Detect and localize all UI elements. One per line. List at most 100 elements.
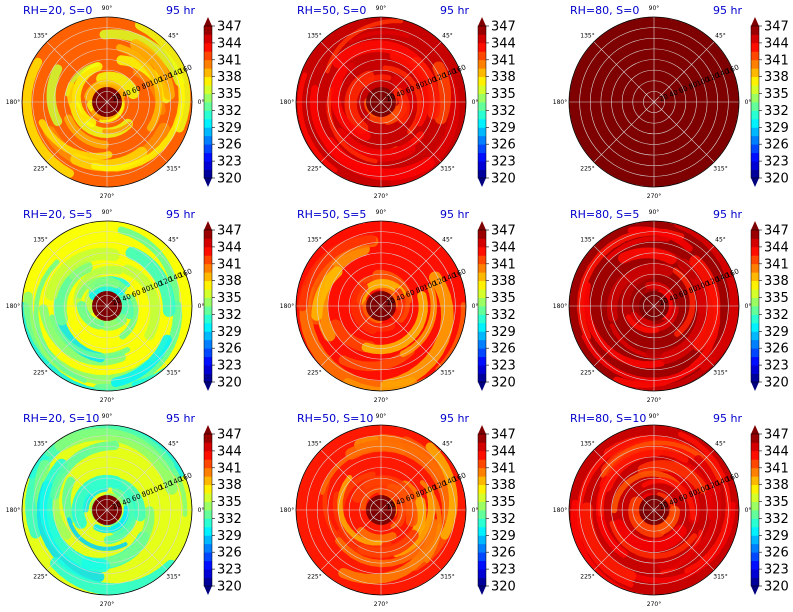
polar-plot: 90°45°0°315°270°225°180°135°204060801001… — [553, 413, 789, 608]
radius-tick-label: 60 — [678, 492, 689, 503]
panel-title-left: RH=50, S=0 — [297, 4, 367, 17]
theta-tick-label: 180° — [6, 507, 20, 514]
radius-tick-label: 20 — [111, 296, 122, 307]
theta-tick-label: 315° — [440, 166, 454, 173]
panel-title-right: 95 hr — [166, 208, 195, 221]
colorbar-tick-label: 320 — [764, 580, 789, 595]
panel-title-left: RH=20, S=10 — [23, 412, 100, 425]
colorbar-tick-label: 323 — [217, 563, 242, 578]
theta-tick-label: 45° — [442, 441, 453, 448]
theta-tick-label: 45° — [715, 33, 726, 40]
radius-tick-label: 20 — [385, 500, 396, 511]
theta-tick-label: 225° — [307, 166, 321, 173]
colorbar-tick-label: 338 — [491, 274, 516, 289]
panel-rh50-s0: RH=50, S=0 95 hr 90° 45° 0° 315° 270° 225° 180… — [274, 0, 538, 204]
colorbar-tick-label: 332 — [217, 104, 242, 119]
colorbar-tick-label: 341 — [764, 461, 789, 476]
panel-rh20-s5: RH=20, S=5 95 hr 90° 45° 0° 315° 270° 225° 180… — [0, 204, 264, 408]
colorbar-tick-label: 341 — [491, 53, 516, 68]
radius-tick-label: 40 — [395, 88, 406, 99]
colorbar-tick-label: 332 — [764, 308, 789, 323]
colorbar-tick-label: 329 — [764, 121, 789, 136]
colorbar-extend-max — [204, 221, 212, 230]
theta-tick-label: 315° — [166, 166, 180, 173]
polar-plot: 90°45°0°315°270°225°180°135°204060801001… — [553, 209, 789, 404]
theta-tick-label: 315° — [440, 574, 454, 581]
colorbar-tick-label: 332 — [764, 104, 789, 119]
polar-frame — [568, 220, 740, 392]
colorbar-tick-label: 329 — [217, 121, 242, 136]
theta-tick-label: 315° — [440, 370, 454, 377]
theta-tick-label: 45° — [168, 33, 179, 40]
colorbar-tick-label: 329 — [217, 529, 242, 544]
theta-tick-label: 180° — [280, 507, 294, 514]
colorbar-tick-label: 329 — [491, 325, 516, 340]
radius-tick-label: 40 — [668, 292, 679, 303]
radius-tick-label: 80 — [415, 284, 426, 295]
colorbar-tick-label: 332 — [491, 308, 516, 323]
colorbar-tick-label: 320 — [217, 580, 242, 595]
theta-tick-label: 225° — [33, 370, 47, 377]
polar-frame — [568, 16, 740, 188]
theta-tick-label: 135° — [307, 237, 321, 244]
colorbar-tick-label: 335 — [491, 495, 516, 510]
colorbar-extend-min — [478, 586, 486, 595]
colorbar-tick-label: 344 — [217, 444, 242, 459]
theta-tick-label: 270° — [100, 397, 114, 404]
theta-tick-label: 270° — [374, 397, 388, 404]
polar-frame — [21, 220, 193, 392]
colorbar-extend-max — [751, 425, 759, 434]
colorbar-tick-label: 329 — [764, 529, 789, 544]
colorbar-tick-label: 341 — [217, 257, 242, 272]
colorbar-tick-label: 323 — [491, 359, 516, 374]
radius-tick-label: 60 — [405, 84, 416, 95]
colorbar-tick-label: 320 — [491, 580, 516, 595]
theta-tick-label: 90° — [649, 209, 660, 216]
theta-tick-label: 0° — [198, 99, 205, 106]
theta-tick-label: 315° — [166, 370, 180, 377]
colorbar-tick-label: 344 — [217, 36, 242, 51]
colorbar-tick-label: 326 — [764, 138, 789, 153]
colorbar-extend-max — [204, 17, 212, 26]
colorbar-tick-label: 320 — [217, 376, 242, 391]
colorbar-tick-label: 332 — [764, 512, 789, 527]
colorbar-tick-label: 341 — [217, 461, 242, 476]
colorbar-extend-min — [751, 586, 759, 595]
theta-tick-label: 0° — [745, 99, 752, 106]
colorbar-tick-label: 347 — [491, 20, 516, 35]
colorbar-tick-label: 320 — [217, 172, 242, 187]
colorbar-tick-label: 347 — [764, 20, 789, 35]
panel-rh80-s0: RH=80, S=0 95 hr 90° 45° 0° 315° 270° 225° 180… — [547, 0, 793, 204]
theta-tick-label: 45° — [168, 441, 179, 448]
radius-tick-label: 80 — [415, 488, 426, 499]
colorbar-tick-label: 344 — [491, 36, 516, 51]
colorbar-tick-label: 347 — [764, 428, 789, 443]
colorbar-tick-label: 326 — [764, 342, 789, 357]
panel-title-left: RH=50, S=10 — [297, 412, 374, 425]
colorbar-tick-label: 326 — [764, 546, 789, 561]
theta-tick-label: 0° — [472, 99, 479, 106]
theta-tick-label: 225° — [33, 166, 47, 173]
radius-tick-label: 60 — [131, 288, 142, 299]
colorbar-tick-label: 347 — [217, 20, 242, 35]
theta-tick-label: 225° — [307, 370, 321, 377]
colorbar-extend-min — [478, 382, 486, 391]
radius-tick-label: 60 — [131, 84, 142, 95]
colorbar-extend-min — [751, 178, 759, 187]
panel-title-right: 95 hr — [440, 4, 469, 17]
panel-rh50-s10: RH=50, S=10 95 hr 90° 45° 0° 315° 270° 225° 18… — [274, 408, 538, 612]
polar-grid — [295, 16, 467, 188]
panel-rh20-s0: RH=20, S=0 95 hr 90° 45° 0° 315° 270° 225° 180… — [0, 0, 264, 204]
polar-frame — [295, 16, 467, 188]
polar-plot: 90°45°0°315°270°225°180°135°204060801001… — [280, 5, 516, 200]
polar-frame — [21, 16, 193, 188]
radius-tick-label: 80 — [688, 488, 699, 499]
theta-tick-label: 225° — [580, 166, 594, 173]
theta-tick-label: 270° — [374, 601, 388, 608]
theta-tick-label: 225° — [580, 370, 594, 377]
colorbar-extend-min — [204, 178, 212, 187]
theta-tick-label: 180° — [6, 303, 20, 310]
